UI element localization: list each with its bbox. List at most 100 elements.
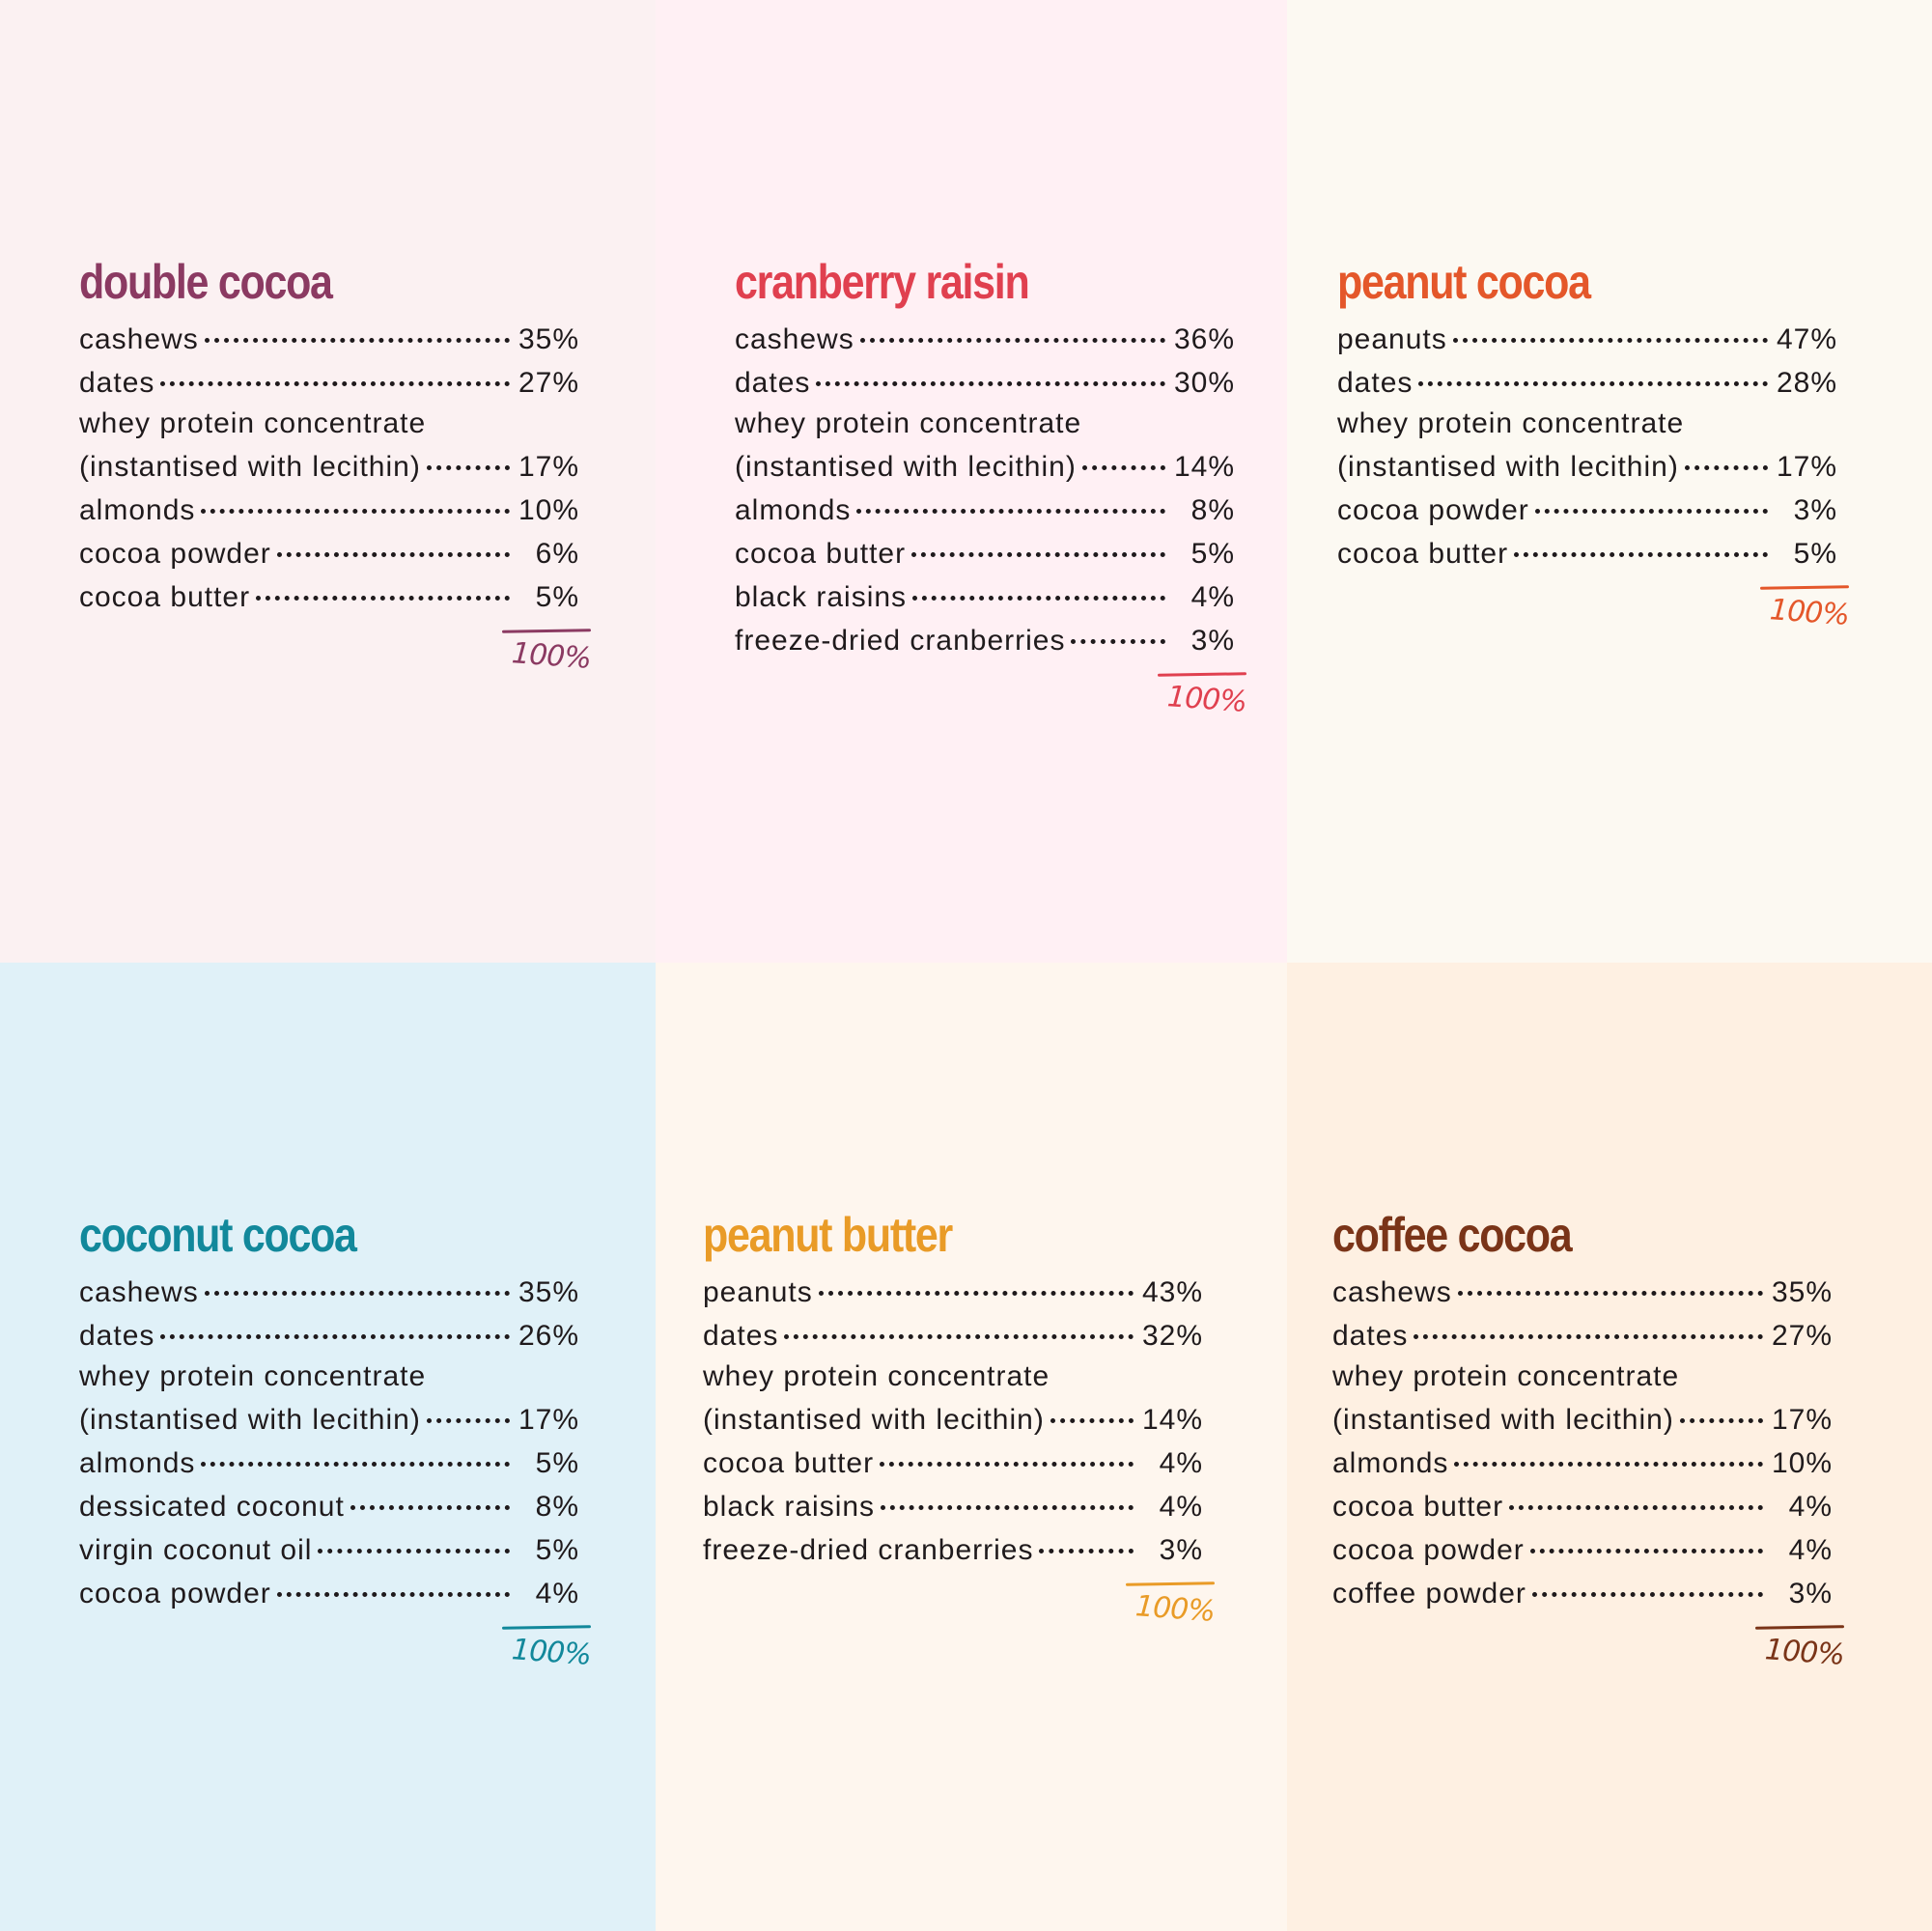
ingredient-name: whey protein concentrate (1332, 1360, 1680, 1392)
ingredient-percent: 4% (1788, 1534, 1833, 1566)
dot-leader (856, 482, 1165, 514)
ingredient-row: almonds 10% (1332, 1441, 1833, 1484)
ingredient-name: cashews (1332, 1276, 1452, 1308)
ingredient-name: freeze-dried cranberries (735, 625, 1066, 657)
ingredient-percent: 5% (1793, 538, 1837, 570)
ingredient-row: whey protein concentrate (79, 1357, 579, 1397)
ingredient-row: whey protein concentrate (1332, 1357, 1833, 1397)
ingredient-row: (instantised with lecithin) 17% (1337, 444, 1837, 488)
ingredient-row: whey protein concentrate (703, 1357, 1203, 1397)
ingredient-name: (instantised with lecithin) (79, 451, 421, 483)
dot-leader (318, 1522, 510, 1553)
ingredient-percent: 14% (1141, 1404, 1203, 1436)
dot-leader (911, 525, 1165, 557)
total-percent: 100% (1768, 593, 1850, 632)
dot-leader (1685, 1353, 1763, 1380)
ingredient-name: (instantised with lecithin) (735, 451, 1077, 483)
ingredient-row: dates 30% (735, 360, 1235, 404)
product-title: peanut butter (703, 1208, 953, 1262)
ingredient-name: whey protein concentrate (79, 1360, 427, 1392)
ingredient-row: dates 27% (79, 360, 579, 404)
total-block: 100% (79, 1614, 592, 1682)
ingredient-percent: 43% (1141, 1276, 1203, 1308)
dot-leader (432, 1353, 510, 1380)
total-percent: 100% (1134, 1589, 1216, 1629)
ingredient-name: (instantised with lecithin) (1337, 451, 1679, 483)
dot-leader (859, 311, 1165, 343)
ingredient-percent: 10% (1771, 1447, 1833, 1479)
dot-leader (1529, 1522, 1763, 1553)
ingredient-row: virgin coconut oil 5% (79, 1527, 579, 1571)
dot-leader (1071, 612, 1165, 644)
ingredient-percent: 10% (518, 494, 579, 526)
ingredient-card: peanut butter peanuts 43% dates 32% whey prot… (703, 1208, 1224, 1638)
ingredient-card: double cocoa cashews 35% dates 27% whey prote… (79, 255, 601, 686)
ingredient-name: cocoa powder (79, 1578, 271, 1609)
ingredient-percent: 32% (1141, 1320, 1203, 1352)
ingredient-list: cashews 35% dates 27% whey protein concentra… (79, 317, 579, 618)
ingredient-row: dessicated coconut 8% (79, 1484, 579, 1527)
dot-leader (1679, 1391, 1763, 1423)
ingredient-percent: 3% (1793, 494, 1837, 526)
ingredient-row: cocoa butter 4% (703, 1441, 1203, 1484)
ingredient-name: cocoa butter (1332, 1491, 1504, 1523)
product-title: coffee cocoa (1332, 1208, 1573, 1262)
ingredient-percent: 5% (535, 1447, 579, 1479)
total-underline (1754, 1625, 1845, 1630)
ingredient-name: almonds (79, 1447, 196, 1479)
dot-leader (1414, 1307, 1763, 1339)
dot-leader (1684, 438, 1768, 470)
dot-leader (1454, 1435, 1763, 1467)
ingredient-percent: 17% (1776, 451, 1837, 483)
ingredient-list: peanuts 47% dates 28% whey protein concentra… (1337, 317, 1837, 574)
ingredient-percent: 35% (518, 323, 579, 355)
ingredient-percent: 5% (535, 581, 579, 613)
ingredient-name: (instantised with lecithin) (1332, 1404, 1674, 1436)
dot-leader (880, 1435, 1134, 1467)
dot-leader (1509, 1478, 1763, 1510)
product-title: double cocoa (79, 255, 333, 309)
dot-leader (784, 1307, 1134, 1339)
ingredient-name: cocoa powder (1332, 1534, 1525, 1566)
ingredient-row: cocoa powder 4% (1332, 1527, 1833, 1571)
ingredient-percent: 28% (1776, 367, 1837, 399)
panel-peanut-cocoa: peanut cocoa peanuts 47% dates 28% whey prote… (1287, 0, 1932, 963)
ingredient-name: cocoa butter (79, 581, 251, 613)
ingredient-name: whey protein concentrate (735, 407, 1082, 439)
ingredient-percent: 5% (535, 1534, 579, 1566)
ingredient-name: cocoa powder (79, 538, 271, 570)
ingredient-name: whey protein concentrate (1337, 407, 1685, 439)
dot-leader (201, 482, 510, 514)
dot-leader (276, 1565, 510, 1597)
ingredient-card: peanut cocoa peanuts 47% dates 28% whey prote… (1337, 255, 1859, 642)
dot-leader (912, 569, 1165, 601)
dot-leader (160, 354, 510, 386)
ingredient-row: cocoa powder 4% (79, 1571, 579, 1614)
panel-cranberry-raisin: cranberry raisin cashews 36% dates 30% whey p… (656, 0, 1287, 963)
ingredient-name: dates (1332, 1320, 1409, 1352)
total-block: 100% (735, 661, 1247, 729)
ingredient-row: (instantised with lecithin) 17% (79, 444, 579, 488)
ingredient-percent: 8% (535, 1491, 579, 1523)
product-title: coconut cocoa (79, 1208, 357, 1262)
dot-leader (1039, 1522, 1134, 1553)
total-block: 100% (1332, 1614, 1845, 1682)
ingredient-row: whey protein concentrate (1337, 404, 1837, 444)
ingredient-percent: 14% (1173, 451, 1235, 483)
ingredient-row: (instantised with lecithin) 14% (703, 1397, 1203, 1441)
dot-leader (1055, 1353, 1134, 1380)
ingredient-list: cashews 35% dates 27% whey protein concentra… (1332, 1270, 1833, 1614)
dot-leader (1531, 1565, 1763, 1597)
ingredient-percent: 6% (535, 538, 579, 570)
ingredient-percent: 4% (535, 1578, 579, 1609)
dot-leader (1690, 400, 1768, 427)
dot-leader (1514, 525, 1768, 557)
ingredient-row: cocoa powder 6% (79, 531, 579, 574)
total-block: 100% (703, 1571, 1216, 1638)
ingredient-card: coconut cocoa cashews 35% dates 26% whey prot… (79, 1208, 601, 1682)
dot-leader (426, 1391, 510, 1423)
ingredient-percent: 36% (1173, 323, 1235, 355)
ingredient-row: (instantised with lecithin) 17% (79, 1397, 579, 1441)
ingredient-name: coffee powder (1332, 1578, 1526, 1609)
ingredient-name: peanuts (1337, 323, 1447, 355)
